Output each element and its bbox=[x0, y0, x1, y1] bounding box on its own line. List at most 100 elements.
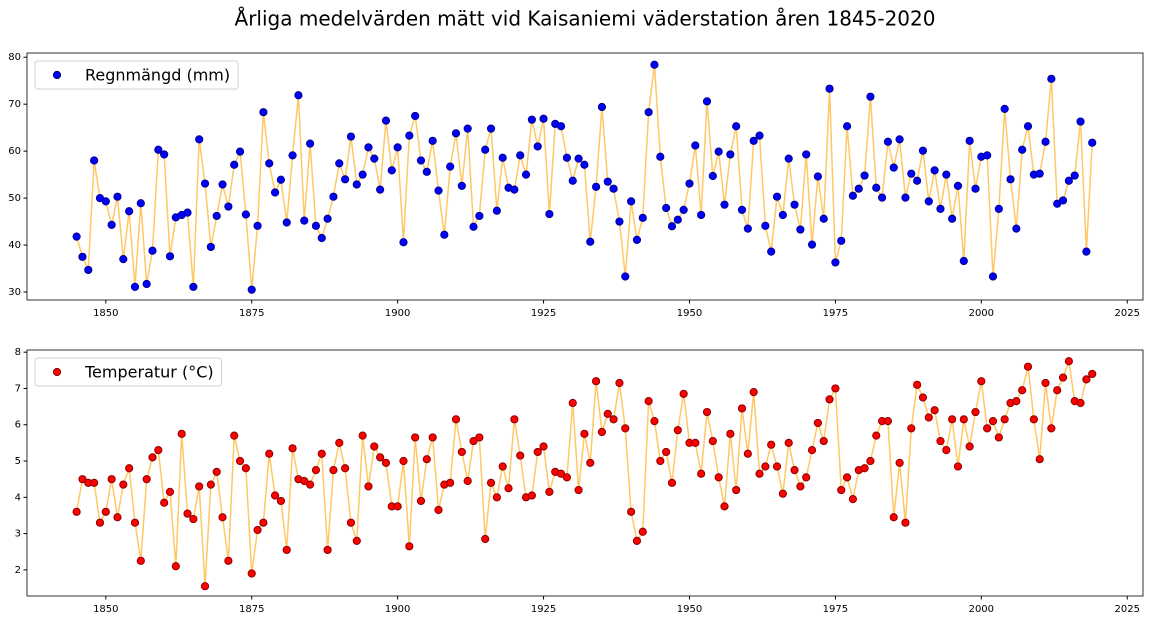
data-point bbox=[848, 191, 858, 200]
data-point bbox=[212, 211, 221, 221]
data-point bbox=[481, 534, 490, 544]
data-point bbox=[270, 491, 280, 500]
data-point bbox=[241, 210, 250, 219]
data-point bbox=[638, 527, 647, 536]
data-point bbox=[877, 193, 887, 202]
data-point bbox=[819, 436, 828, 446]
data-point bbox=[755, 469, 764, 478]
data-point bbox=[1088, 138, 1097, 147]
data-point bbox=[160, 150, 169, 159]
data-point bbox=[393, 143, 402, 152]
data-point bbox=[1053, 386, 1062, 395]
data-point bbox=[230, 431, 239, 440]
data-point bbox=[364, 482, 373, 491]
data-point bbox=[370, 442, 379, 451]
data-point bbox=[842, 122, 852, 131]
data-point bbox=[422, 455, 431, 464]
data-point bbox=[825, 395, 834, 404]
x-tick-label: 1850 bbox=[93, 308, 118, 319]
data-point bbox=[521, 170, 531, 179]
data-point bbox=[650, 60, 659, 69]
data-point bbox=[78, 252, 87, 261]
data-point bbox=[790, 465, 799, 475]
data-point bbox=[381, 116, 391, 125]
data-point bbox=[895, 458, 904, 467]
y-tick-label: 7 bbox=[15, 383, 21, 394]
data-point bbox=[685, 179, 694, 188]
data-point bbox=[948, 415, 957, 424]
data-point bbox=[965, 136, 974, 145]
data-point bbox=[802, 473, 811, 482]
data-point bbox=[294, 91, 303, 100]
chart-title: Årliga medelvärden mätt vid Kaisaniemi v… bbox=[235, 7, 936, 31]
data-point bbox=[796, 482, 805, 491]
data-point bbox=[556, 469, 566, 478]
data-point bbox=[352, 180, 361, 189]
data-point bbox=[907, 424, 916, 433]
data-point bbox=[662, 447, 671, 457]
data-point bbox=[1058, 196, 1068, 205]
data-point bbox=[1012, 397, 1021, 406]
data-point bbox=[988, 272, 998, 281]
data-point bbox=[901, 518, 910, 527]
data-point bbox=[323, 545, 332, 555]
data-point bbox=[656, 456, 665, 466]
data-point bbox=[411, 111, 420, 121]
data-point bbox=[778, 210, 787, 220]
data-point bbox=[883, 137, 893, 146]
data-point bbox=[562, 153, 572, 162]
data-point bbox=[697, 210, 706, 220]
data-point bbox=[819, 214, 828, 223]
data-point bbox=[358, 431, 367, 440]
y-tick-label: 4 bbox=[15, 492, 21, 503]
data-point bbox=[545, 209, 554, 219]
data-point bbox=[1000, 104, 1009, 113]
data-point bbox=[1088, 369, 1097, 379]
data-point bbox=[901, 193, 910, 202]
data-point bbox=[335, 438, 344, 447]
data-point bbox=[329, 192, 338, 201]
data-point bbox=[772, 462, 782, 471]
data-point bbox=[936, 204, 945, 214]
data-point bbox=[842, 473, 852, 482]
data-point bbox=[568, 398, 577, 408]
data-point bbox=[195, 482, 204, 491]
data-point bbox=[84, 265, 93, 275]
legend-marker bbox=[52, 70, 62, 80]
data-point bbox=[101, 197, 110, 206]
data-point bbox=[1018, 386, 1027, 395]
data-point bbox=[720, 200, 729, 209]
data-point bbox=[317, 233, 326, 243]
data-point bbox=[1064, 357, 1073, 366]
data-point bbox=[767, 440, 776, 449]
data-point bbox=[329, 465, 338, 475]
data-point bbox=[446, 478, 455, 487]
data-point bbox=[259, 108, 268, 117]
data-point bbox=[994, 204, 1003, 214]
data-point bbox=[107, 220, 116, 229]
data-point bbox=[679, 205, 688, 214]
y-tick-label: 8 bbox=[15, 347, 21, 358]
x-tick-label: 2000 bbox=[969, 604, 994, 615]
data-point bbox=[667, 478, 677, 487]
data-point bbox=[200, 179, 210, 188]
data-point bbox=[691, 141, 700, 150]
data-point bbox=[224, 202, 233, 211]
data-point bbox=[778, 489, 787, 498]
data-point bbox=[556, 122, 566, 131]
x-tick-label: 1900 bbox=[385, 604, 410, 615]
data-point bbox=[720, 502, 729, 511]
data-point bbox=[142, 475, 151, 484]
data-point bbox=[451, 415, 461, 424]
data-point bbox=[125, 207, 134, 216]
data-point bbox=[282, 545, 291, 555]
data-point bbox=[802, 150, 811, 159]
data-point bbox=[959, 415, 968, 424]
data-point bbox=[650, 417, 659, 426]
data-point bbox=[790, 200, 799, 209]
x-tick-label: 1850 bbox=[93, 604, 118, 615]
data-point bbox=[119, 480, 128, 489]
data-point bbox=[621, 424, 630, 433]
